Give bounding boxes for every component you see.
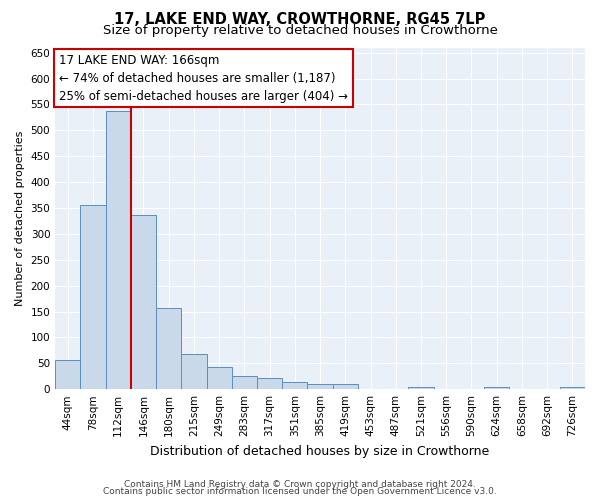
Bar	[484, 387, 509, 389]
Bar	[332, 384, 358, 389]
Text: 17, LAKE END WAY, CROWTHORNE, RG45 7LP: 17, LAKE END WAY, CROWTHORNE, RG45 7LP	[115, 12, 485, 28]
Bar	[131, 214, 156, 389]
Bar	[55, 360, 80, 389]
Bar	[206, 368, 232, 389]
Bar	[106, 110, 131, 389]
Text: 17 LAKE END WAY: 166sqm
← 74% of detached houses are smaller (1,187)
25% of semi: 17 LAKE END WAY: 166sqm ← 74% of detache…	[59, 54, 348, 102]
Bar	[409, 387, 434, 389]
Bar	[282, 382, 307, 389]
Bar	[257, 378, 282, 389]
Text: Size of property relative to detached houses in Crowthorne: Size of property relative to detached ho…	[103, 24, 497, 37]
Bar	[383, 388, 409, 389]
Bar	[80, 206, 106, 389]
Text: Contains HM Land Registry data © Crown copyright and database right 2024.: Contains HM Land Registry data © Crown c…	[124, 480, 476, 489]
Bar	[232, 376, 257, 389]
Bar	[358, 388, 383, 389]
Bar	[434, 388, 459, 389]
Bar	[181, 354, 206, 389]
Bar	[156, 308, 181, 389]
Bar	[459, 388, 484, 389]
Bar	[307, 384, 332, 389]
X-axis label: Distribution of detached houses by size in Crowthorne: Distribution of detached houses by size …	[151, 444, 490, 458]
Y-axis label: Number of detached properties: Number of detached properties	[15, 130, 25, 306]
Bar	[560, 387, 585, 389]
Text: Contains public sector information licensed under the Open Government Licence v3: Contains public sector information licen…	[103, 488, 497, 496]
